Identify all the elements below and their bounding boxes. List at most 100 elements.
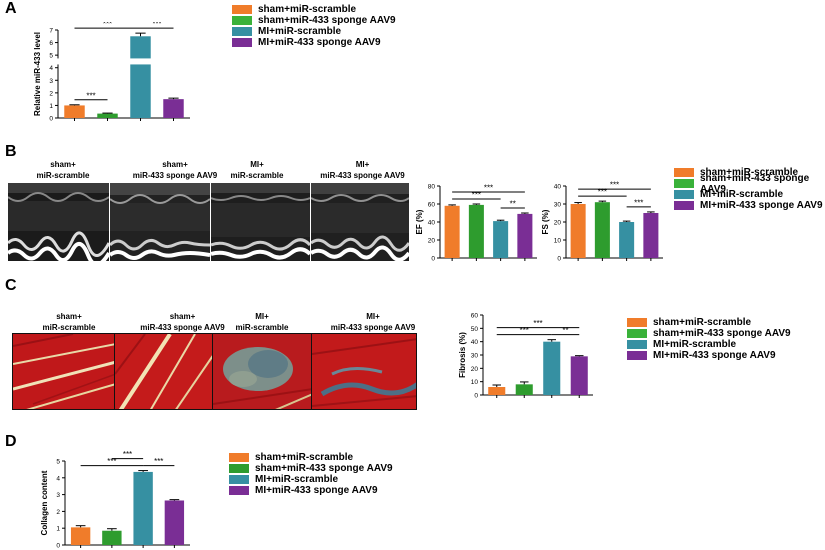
y-tick-label: 0 — [56, 543, 60, 550]
y-tick-label: 3 — [56, 492, 60, 499]
y-tick-label: 10 — [471, 379, 479, 386]
bar — [493, 221, 509, 258]
significance-label: ** — [510, 200, 516, 209]
legend-swatch — [627, 318, 647, 327]
legend-swatch — [674, 190, 694, 199]
y-tick-label: 5 — [49, 53, 53, 60]
y-tick-label: 20 — [554, 220, 562, 227]
y-tick-label: 10 — [554, 238, 562, 245]
significance-label: *** — [152, 22, 161, 29]
legend-item: sham+miR-scramble — [627, 317, 791, 328]
significance-label: ** — [562, 326, 568, 335]
y-tick-label: 20 — [428, 238, 436, 245]
echo-caption-1: sham+ miR-scramble — [36, 160, 90, 180]
echo-caption-3: MI+ miR-scramble — [230, 160, 284, 180]
legend-swatch — [229, 453, 249, 462]
bar — [488, 387, 506, 395]
legend-item: MI+miR-scramble — [627, 339, 791, 350]
y-tick-label: 40 — [428, 220, 436, 227]
legend-swatch — [232, 27, 252, 36]
y-tick-label: 0 — [49, 116, 53, 123]
y-tick-label: 60 — [471, 313, 479, 320]
y-tick-label: 30 — [471, 353, 479, 360]
significance-label: *** — [103, 22, 112, 29]
bar — [515, 384, 533, 395]
bar — [643, 213, 659, 258]
legend-item: MI+miR-scramble — [232, 26, 396, 37]
legend-swatch — [627, 351, 647, 360]
y-tick-label: 6 — [49, 40, 53, 47]
bar — [64, 105, 85, 118]
echo-image-mi-sponge — [311, 183, 409, 261]
histo-caption-3: MI+ miR-scramble — [235, 312, 289, 332]
bar — [70, 527, 91, 545]
bar — [543, 341, 561, 395]
y-tick-label: 1 — [56, 526, 60, 533]
legend-item: sham+miR-scramble — [232, 4, 396, 15]
bar — [570, 356, 588, 395]
y-tick-label: 1 — [49, 103, 53, 110]
y-tick-label: 4 — [49, 65, 53, 72]
panel-label-a: A — [5, 0, 17, 17]
y-axis-label: FS (%) — [541, 209, 550, 234]
panel-label-d: D — [5, 433, 17, 450]
legend-swatch — [627, 340, 647, 349]
legend-c: sham+miR-scramble sham+miR-433 sponge AA… — [627, 317, 791, 361]
legend-swatch — [232, 5, 252, 14]
significance-label: *** — [634, 198, 643, 207]
y-axis-label: Relative miR-433 level — [33, 32, 42, 116]
bar — [570, 204, 586, 258]
bar — [444, 205, 460, 258]
legend-swatch — [674, 168, 694, 177]
y-tick-label: 30 — [554, 202, 562, 209]
bar — [102, 530, 122, 545]
bar — [133, 471, 153, 545]
histology-image-sham-scramble — [12, 333, 115, 410]
echo-caption-2: sham+ miR-433 sponge AAV9 — [132, 160, 218, 180]
y-tick-label: 3 — [49, 78, 53, 85]
histo-caption-2: sham+ miR-433 sponge AAV9 — [140, 312, 225, 332]
axis-break — [52, 58, 190, 65]
significance-label: *** — [123, 450, 132, 459]
legend-item: sham+miR-scramble — [674, 167, 825, 178]
bar — [468, 204, 484, 258]
legend-item: MI+miR-433 sponge AAV9 — [627, 350, 791, 361]
y-tick-label: 60 — [428, 202, 436, 209]
significance-label: *** — [484, 184, 493, 193]
y-tick-label: 20 — [471, 366, 479, 373]
legend-swatch — [674, 201, 694, 210]
legend-swatch — [232, 38, 252, 47]
legend-swatch — [229, 464, 249, 473]
bar — [163, 99, 184, 118]
y-axis-label: Fibrosis (%) — [458, 332, 467, 378]
significance-label: *** — [154, 457, 163, 466]
echo-image-sham-sponge — [110, 183, 210, 261]
legend-item: MI+miR-433 sponge AAV9 — [232, 37, 396, 48]
significance-label: *** — [598, 188, 607, 197]
legend-item: sham+miR-433 sponge AAV9 — [627, 328, 791, 339]
y-tick-label: 0 — [557, 256, 561, 263]
legend-item: MI+miR-433 sponge AAV9 — [229, 485, 393, 496]
significance-label: *** — [107, 457, 116, 466]
y-tick-label: 0 — [431, 256, 435, 263]
y-axis-label: EF (%) — [415, 209, 424, 234]
bar — [130, 36, 151, 118]
panel-label-c: C — [5, 277, 17, 294]
histo-caption-1: sham+ miR-scramble — [42, 312, 96, 332]
legend-swatch — [627, 329, 647, 338]
bar — [594, 202, 610, 258]
legend-item: MI+miR-433 sponge AAV9 — [674, 200, 825, 211]
y-tick-label: 80 — [428, 184, 436, 191]
legend-item: MI+miR-scramble — [229, 474, 393, 485]
chart-d: 0 1 2 3 4 5 Collagen content *** *** *** — [40, 450, 190, 550]
significance-label: *** — [520, 326, 529, 335]
significance-label: *** — [533, 319, 542, 328]
bar — [517, 213, 533, 258]
histology-image-sham-sponge — [114, 333, 213, 410]
panel-label-b: B — [5, 143, 17, 160]
histology-image-mi-sponge — [311, 333, 417, 410]
legend-b: sham+miR-scramble sham+miR-433 sponge AA… — [674, 167, 825, 211]
bar — [97, 113, 118, 118]
